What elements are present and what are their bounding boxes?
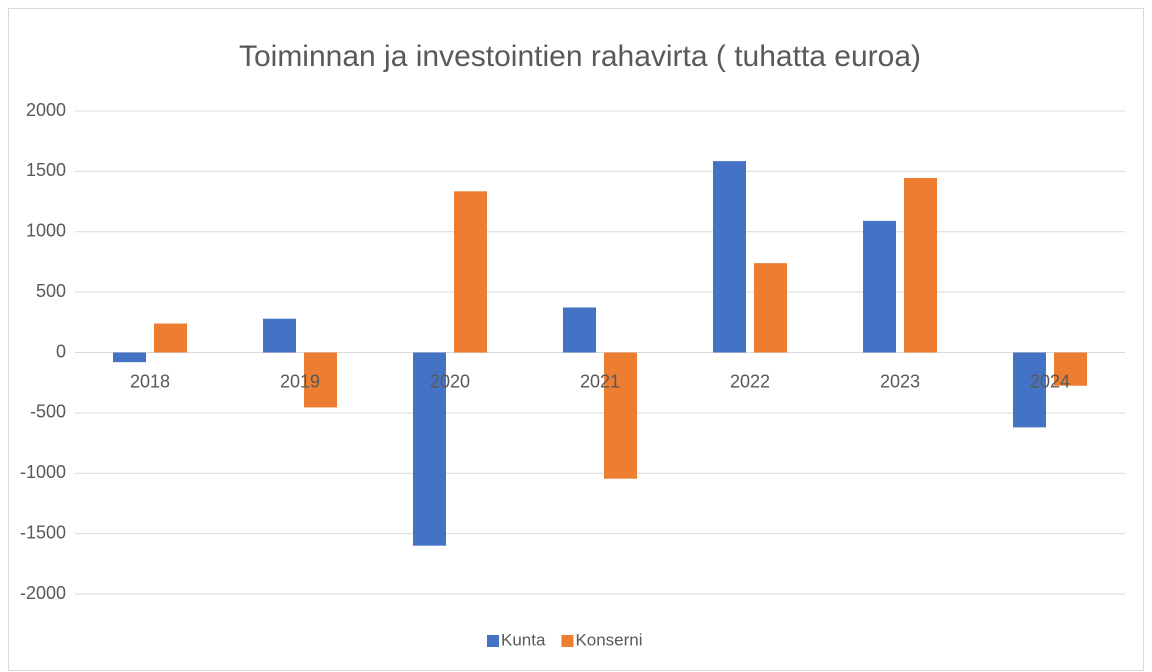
x-tick-label: 2024: [1030, 371, 1070, 391]
y-tick-label: 500: [36, 281, 66, 301]
bar: [1054, 352, 1087, 386]
y-tick-label: -500: [30, 402, 66, 422]
bar: [563, 307, 596, 353]
x-tick-label: 2019: [280, 371, 320, 391]
bar: [1013, 352, 1046, 428]
bar: [413, 352, 446, 546]
legend-swatch: [561, 635, 574, 647]
bar: [863, 220, 896, 353]
bar: [113, 352, 146, 363]
bar: [154, 323, 187, 353]
x-tick-label: 2023: [880, 371, 920, 391]
chart-title: Toiminnan ja investointien rahavirta ( t…: [239, 40, 921, 73]
bar: [454, 191, 487, 353]
bar: [304, 352, 337, 408]
x-tick-label: 2021: [580, 371, 620, 391]
y-tick-label: 1500: [26, 160, 66, 180]
y-tick-label: 2000: [26, 100, 66, 120]
legend-swatch: [487, 635, 499, 647]
bar: [904, 178, 937, 353]
y-tick-label: -1500: [20, 522, 66, 542]
x-tick-label: 2022: [730, 371, 770, 391]
y-tick-label: -2000: [20, 583, 66, 603]
legend-label: Kunta: [501, 630, 546, 649]
y-tick-label: -1000: [20, 462, 66, 482]
bar: [754, 263, 787, 353]
legend-label: Konserni: [575, 630, 642, 649]
x-tick-label: 2020: [430, 371, 470, 391]
bar: [263, 318, 296, 353]
bar: [604, 352, 637, 479]
y-tick-label: 0: [56, 341, 66, 361]
bar: [713, 161, 746, 353]
x-tick-label: 2018: [130, 371, 170, 391]
y-tick-label: 1000: [26, 221, 66, 241]
